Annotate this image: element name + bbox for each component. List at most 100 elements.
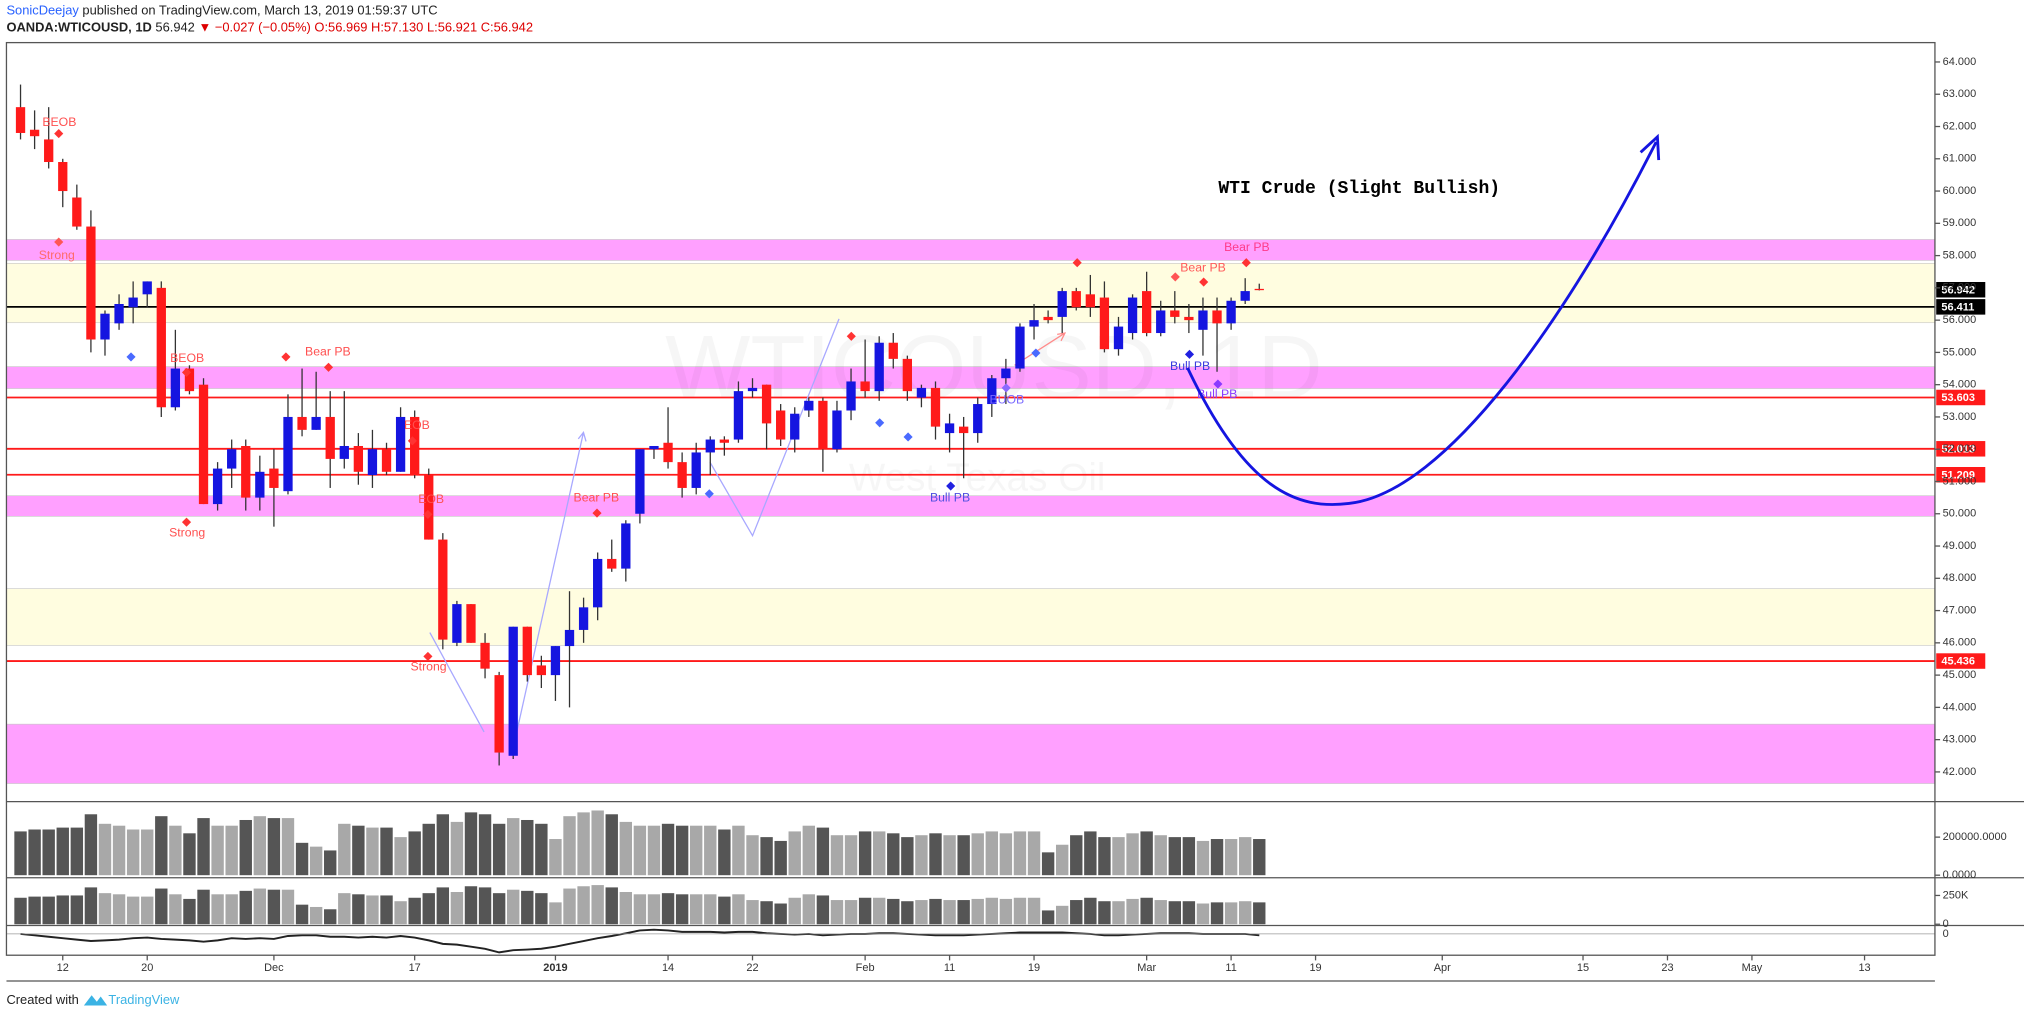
y-tick-label: 49.000 — [1943, 540, 1977, 552]
volume-bar — [605, 814, 618, 876]
volume-bar — [436, 814, 450, 876]
volume-bar — [929, 833, 942, 876]
annotation: BEOB — [170, 351, 204, 365]
candle-body — [452, 604, 462, 643]
zone — [6, 588, 1936, 646]
volume-bar — [42, 829, 55, 876]
watermark-sub: West Texas Oil — [849, 456, 1106, 499]
volume-bar — [802, 894, 816, 925]
volume-bar — [591, 885, 604, 925]
candle-body — [353, 445, 364, 472]
volume-bar — [422, 893, 435, 925]
y-tick-label: 45.000 — [1943, 669, 1977, 681]
candle-body — [72, 197, 82, 227]
annotation: Strong — [169, 525, 205, 539]
candle-body — [29, 129, 40, 137]
volume-bar — [98, 823, 112, 876]
y-tick-label: 64.000 — [1943, 56, 1977, 68]
marker — [946, 481, 956, 491]
candle-body — [832, 410, 842, 450]
annotation: BEOB — [42, 115, 76, 129]
volume-bar — [1196, 840, 1210, 876]
candle-body — [438, 539, 448, 640]
volume-bar — [352, 894, 365, 925]
symbol-line: OANDA:WTICOUSD, 1D 56.942 ▼ −0.027 (−0.0… — [6, 20, 533, 35]
volume-bar — [98, 893, 112, 925]
y-tick-label: 46.000 — [1943, 637, 1977, 649]
level-label-box — [1936, 389, 1986, 406]
candle-body — [860, 381, 870, 392]
footer-brand[interactable]: TradingView — [108, 992, 180, 1007]
candle-body — [508, 626, 518, 756]
candle-body — [578, 607, 589, 630]
candle-body — [367, 449, 378, 476]
volume-bar — [141, 896, 154, 925]
x-tick-label: May — [1742, 962, 1763, 974]
level-label: 52.013 — [1941, 443, 1975, 455]
published: published on TradingView.com, March 13, … — [82, 3, 437, 18]
volume-bar — [14, 831, 27, 876]
header-line: SonicDeejay published on TradingView.com… — [6, 3, 437, 18]
level-label: 45.436 — [1941, 656, 1975, 668]
candle-body — [381, 449, 392, 472]
candle-body — [846, 381, 856, 411]
volume-bar — [28, 896, 41, 925]
candle-body — [128, 297, 138, 308]
volume-bar — [1126, 833, 1139, 876]
x-tick-label: 19 — [1309, 962, 1321, 974]
volume-bar — [563, 816, 576, 876]
volume-bar — [408, 831, 421, 876]
x-tick-label: 19 — [1028, 962, 1040, 974]
volume-bar — [985, 831, 999, 876]
candle-body — [607, 558, 617, 569]
volume-bar — [985, 897, 999, 925]
annotation: Strong — [411, 660, 447, 674]
volume-bar — [535, 893, 548, 925]
volume-bar — [1238, 901, 1252, 925]
annotation: Bear PB — [1224, 240, 1270, 254]
last-price-box — [1936, 281, 1986, 298]
candle-body — [410, 416, 420, 476]
volume-bar — [999, 898, 1013, 925]
volume-bar — [1013, 831, 1027, 876]
volume-bar — [281, 889, 295, 925]
volume-bar — [1168, 901, 1181, 925]
y-tick-label: 42.000 — [1943, 766, 1977, 778]
x-tick-label: 13 — [1858, 962, 1870, 974]
candle-body — [297, 416, 307, 430]
volume-bar — [14, 897, 27, 925]
candle-body — [114, 304, 124, 324]
volume-bar — [155, 816, 168, 876]
author[interactable]: SonicDeejay — [6, 3, 79, 18]
volume-bar — [619, 892, 633, 925]
ohlc: O:56.969 H:57.130 L:56.921 C:56.942 — [314, 20, 533, 35]
y-tick-label: 60.000 — [1943, 185, 1977, 197]
volume-bar — [619, 821, 633, 876]
candle-body — [1085, 294, 1095, 308]
volume-bar — [1224, 839, 1238, 876]
volume-bar — [141, 829, 154, 876]
x-tick-label: 22 — [746, 962, 758, 974]
x-tick-label: 15 — [1577, 962, 1589, 974]
volume-bar — [183, 833, 196, 876]
candle-body — [635, 449, 645, 514]
candle-body — [930, 387, 941, 427]
volume-bar — [1253, 902, 1266, 925]
candle-body — [621, 523, 631, 569]
volume-bar — [1084, 897, 1097, 925]
volume-bar — [1055, 905, 1069, 925]
candle-body — [1212, 310, 1222, 324]
candle-body — [86, 226, 96, 340]
candle-body — [339, 445, 349, 459]
zones — [6, 239, 1936, 784]
candle-body — [1142, 291, 1152, 334]
x-tick-label: 11 — [1225, 962, 1236, 974]
marker — [126, 352, 136, 362]
y-tick-label: 0.0000 — [1943, 869, 1977, 881]
volume-bar — [971, 898, 984, 925]
volume-bar — [915, 900, 928, 925]
volume-bar — [549, 902, 562, 925]
level-label-box — [1936, 441, 1986, 457]
marker — [903, 432, 913, 442]
volume-bar — [675, 825, 689, 876]
